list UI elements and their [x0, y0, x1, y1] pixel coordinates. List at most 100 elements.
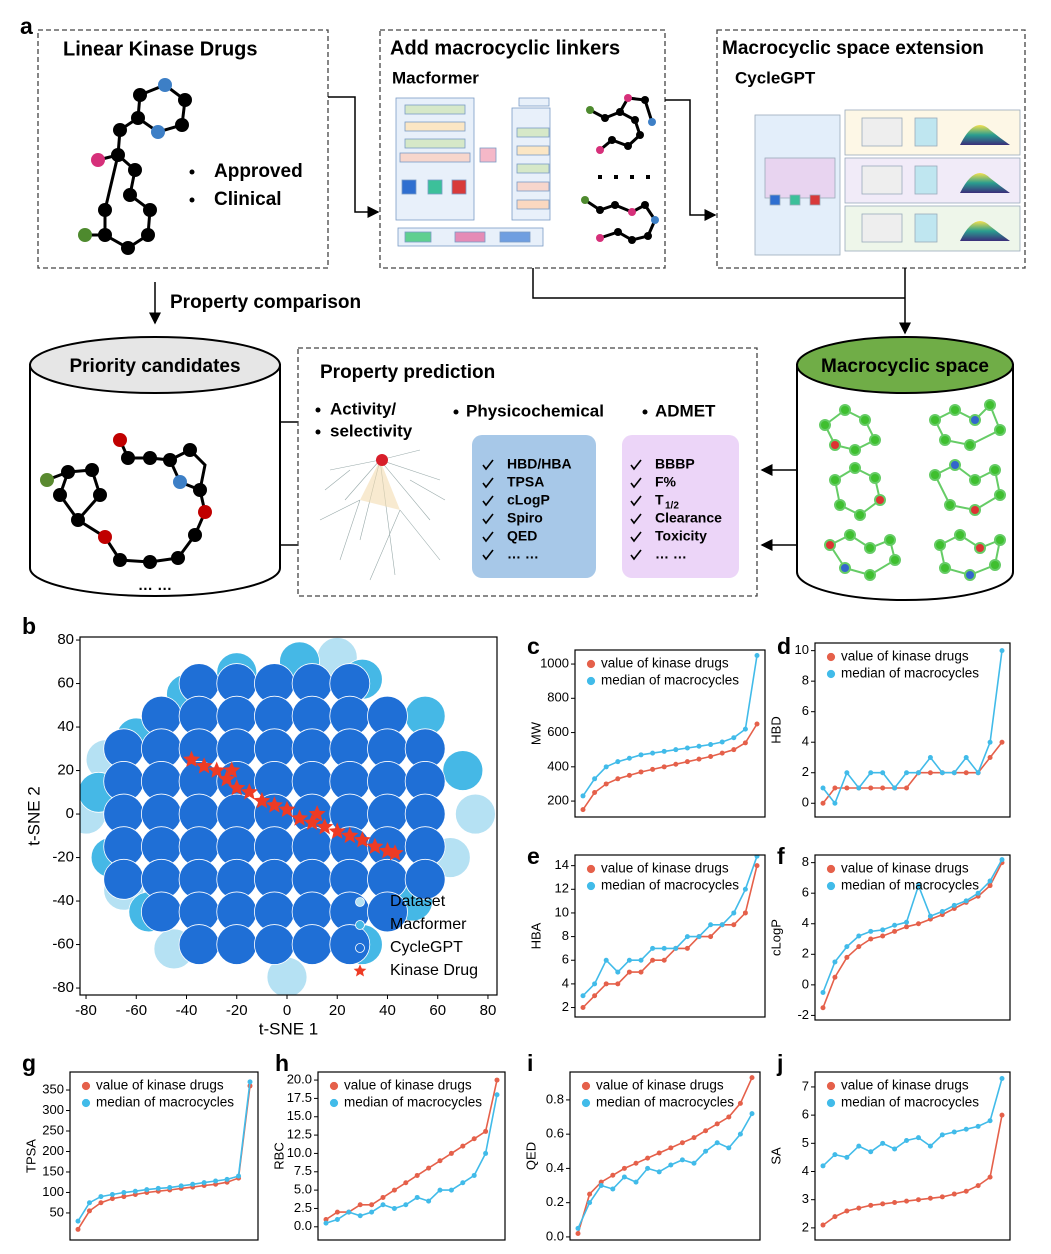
point	[987, 739, 993, 745]
y-tick-label: 800	[547, 690, 569, 705]
point	[403, 1180, 409, 1186]
point	[645, 1155, 651, 1161]
point	[140, 891, 182, 933]
x-tick-label: -20	[226, 1002, 248, 1019]
point	[224, 1176, 230, 1182]
point	[494, 1077, 500, 1083]
point	[380, 1202, 386, 1208]
y-tick-label: -60	[52, 936, 74, 953]
point	[236, 1173, 242, 1179]
series-line	[582, 865, 758, 1009]
star-point	[366, 837, 384, 854]
point	[247, 1079, 253, 1085]
y-tick-label: 20.0	[287, 1072, 312, 1087]
point	[880, 1140, 886, 1146]
plot-frame	[814, 642, 1011, 818]
point	[975, 1123, 981, 1129]
point	[178, 1183, 184, 1189]
y-tick-label: 0.6	[546, 1126, 564, 1141]
series-line	[77, 1081, 251, 1222]
point	[892, 1146, 898, 1152]
point	[615, 981, 621, 987]
point	[592, 776, 598, 782]
point	[323, 1216, 329, 1222]
star-point	[291, 809, 309, 826]
point	[615, 776, 621, 782]
chart-h: h 0.0 2.5 5.0 7.5 10.0 12.5 15.0 17.5 20.0 RBC valu…	[271, 1050, 506, 1241]
legend-label: value of kinase drugs	[96, 1078, 224, 1093]
check-mark	[482, 531, 494, 543]
y-tick-label: 10	[795, 642, 809, 657]
y-tick-label: 50	[50, 1204, 64, 1219]
point	[963, 1126, 969, 1132]
point	[726, 1145, 732, 1151]
point	[679, 1157, 685, 1163]
star-point	[278, 800, 296, 817]
point	[633, 1179, 639, 1185]
x-tick-label: 20	[329, 1002, 346, 1019]
point	[580, 1005, 586, 1011]
point	[999, 648, 1005, 654]
point	[626, 772, 632, 778]
point	[673, 945, 679, 951]
point	[329, 924, 371, 965]
point	[820, 785, 826, 791]
point	[661, 748, 667, 754]
point	[103, 858, 145, 900]
point	[939, 770, 945, 776]
chart-c: c 200 400 600 800 1000 MW value of kinase drugs…	[527, 633, 766, 818]
legend-label: CycleGPT	[390, 939, 463, 956]
point	[323, 1220, 329, 1226]
point	[749, 1111, 755, 1117]
point	[915, 921, 921, 927]
point	[892, 922, 898, 928]
y-tick-label: 4	[802, 1163, 809, 1178]
point	[737, 1100, 743, 1106]
bullet-item: selectivity	[330, 421, 413, 440]
point	[329, 1081, 339, 1091]
point	[731, 910, 737, 916]
admet-panel	[622, 435, 739, 578]
y-tick-label: 4	[562, 975, 569, 990]
point	[86, 1200, 92, 1206]
y-tick-label: 60	[57, 675, 74, 692]
chart-b: b -80 -60 -40 -20 0 20 40 60 80 -80 -60 -40 -20 0 20 40 6…	[22, 613, 498, 1038]
point	[167, 1185, 173, 1191]
point	[892, 785, 898, 791]
point	[483, 1128, 489, 1134]
check-mark	[630, 459, 642, 471]
point	[987, 1174, 993, 1180]
point	[98, 1200, 104, 1206]
y-tick-label: 2.5	[294, 1200, 312, 1215]
point	[661, 764, 667, 770]
chart-i: i 0.0 0.2 0.4 0.6 0.8 QED value of kinase drugs…	[523, 1050, 761, 1243]
y-tick-label: 6	[562, 952, 569, 967]
point	[927, 913, 933, 919]
point	[610, 1186, 616, 1192]
point	[598, 1183, 604, 1189]
point	[650, 750, 656, 756]
legend-label: value of kinase drugs	[601, 861, 729, 876]
point	[963, 754, 969, 760]
y-tick-label: 12	[555, 881, 569, 896]
panel-letter: f	[777, 843, 785, 869]
box-title: Macrocyclic space extension	[722, 38, 984, 59]
point	[380, 1194, 386, 1200]
point	[109, 1196, 115, 1202]
star-point	[183, 750, 201, 767]
y-tick-label: 0	[802, 795, 809, 810]
point	[844, 1208, 850, 1214]
x-tick-label: 40	[379, 1002, 396, 1019]
y-axis-label: QED	[523, 1142, 538, 1170]
star-point	[308, 805, 326, 822]
architecture	[395, 97, 551, 247]
point	[987, 878, 993, 884]
arrow-label: Property comparison	[170, 292, 361, 313]
y-tick-label: 7	[802, 1078, 809, 1093]
point	[346, 1209, 352, 1215]
point	[668, 1162, 674, 1168]
point	[603, 981, 609, 987]
point	[999, 739, 1005, 745]
point	[357, 1202, 363, 1208]
list-item: … …	[507, 546, 539, 562]
